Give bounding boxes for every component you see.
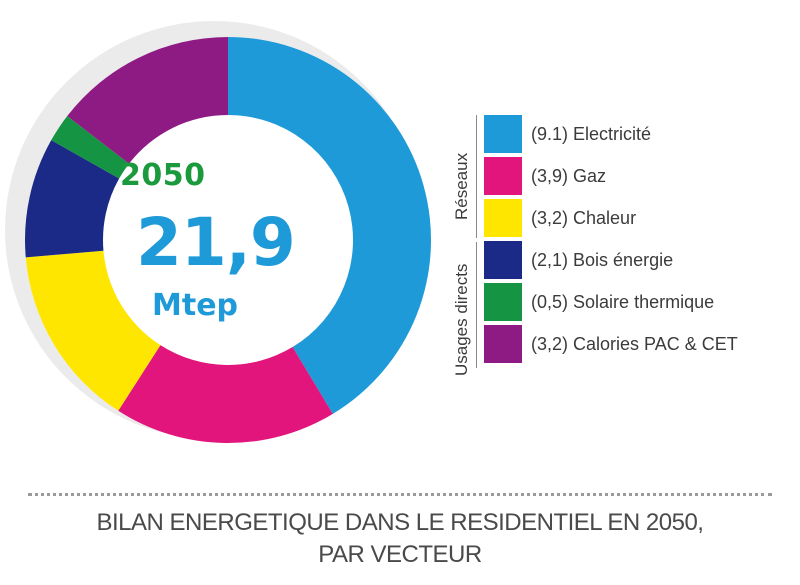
caption-line-1: BILAN ENERGETIQUE DANS LE RESIDENTIEL EN… xyxy=(96,509,704,536)
legend-value: (0,5) xyxy=(531,291,569,312)
legend-swatch xyxy=(484,115,522,153)
legend-item-gaz: (3,9) Gaz xyxy=(484,157,794,195)
legend-name: Chaleur xyxy=(573,207,637,228)
legend-item-electricite: (9.1) Electricité xyxy=(484,115,794,153)
center-unit: Mtep xyxy=(152,288,239,323)
legend-label: (3,2) Chaleur xyxy=(531,208,636,229)
legend-swatch xyxy=(484,241,522,279)
legend-value: (3,2) xyxy=(531,333,569,354)
legend-value: (9.1) xyxy=(531,123,569,144)
legend-label: (2,1) Bois énergie xyxy=(531,250,673,271)
legend-value: (2,1) xyxy=(531,249,569,270)
group-bracket-reseaux xyxy=(476,115,477,238)
legend-swatch xyxy=(484,325,522,363)
center-total-value: 21,9 xyxy=(136,204,296,281)
donut-slice-calories-pac-cet xyxy=(67,37,229,164)
legend-label: (3,2) Calories PAC & CET xyxy=(531,334,738,355)
donut-chart xyxy=(5,21,431,444)
legend-label: (3,9) Gaz xyxy=(531,166,606,187)
legend-item-solaire-thermique: (0,5) Solaire thermique xyxy=(484,283,794,321)
legend-value: (3,9) xyxy=(531,165,569,186)
caption-line-2: PAR VECTEUR xyxy=(318,541,482,568)
donut-slice-gaz xyxy=(118,345,333,444)
legend-name: Gaz xyxy=(573,165,607,186)
center-year: 2050 xyxy=(120,158,206,193)
dotted-divider xyxy=(28,493,772,496)
group-label-usages-directs: Usages directs xyxy=(452,263,471,376)
legend-swatch xyxy=(484,199,522,237)
donut-slice-electricit xyxy=(228,37,431,414)
legend-value: (3,2) xyxy=(531,207,569,228)
donut-slice-bois-nergie xyxy=(25,140,120,258)
legend-item-chaleur: (3,2) Chaleur xyxy=(484,199,794,237)
legend-name: Bois énergie xyxy=(573,249,674,270)
legend-name: Calories PAC & CET xyxy=(573,333,738,354)
donut-slice-solaire-thermique xyxy=(51,116,130,179)
legend-label: (9.1) Electricité xyxy=(531,124,651,145)
donut-slice-chaleur xyxy=(25,250,161,411)
legend-name: Electricité xyxy=(573,123,652,144)
legend-name: Solaire thermique xyxy=(573,291,715,312)
group-bracket-usages-directs xyxy=(476,242,477,368)
group-label-reseaux: Réseaux xyxy=(452,152,471,220)
legend-item-calories-pac-cet: (3,2) Calories PAC & CET xyxy=(484,325,794,363)
legend-swatch xyxy=(484,157,522,195)
legend-label: (0,5) Solaire thermique xyxy=(531,292,714,313)
legend-item-bois-energie: (2,1) Bois énergie xyxy=(484,241,794,279)
legend-swatch xyxy=(484,283,522,321)
